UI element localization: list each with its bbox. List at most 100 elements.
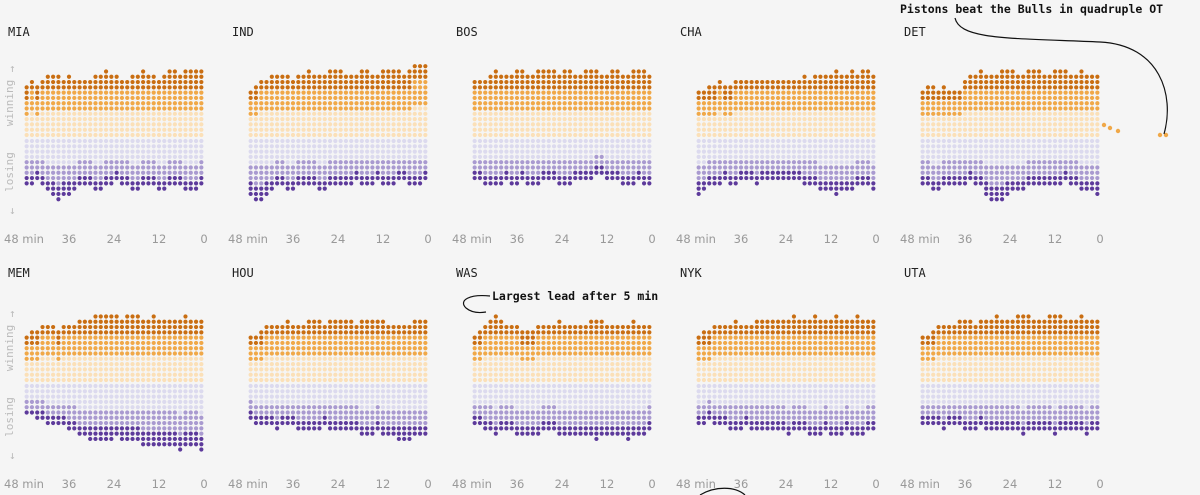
win-dot <box>765 85 770 90</box>
lose-dot <box>259 144 264 149</box>
win-dot <box>551 111 557 116</box>
win-dot <box>936 106 941 111</box>
win-dot <box>557 79 562 85</box>
lose-dot <box>333 426 338 431</box>
win-dot <box>493 90 498 95</box>
x-tick-label: 36 <box>62 232 77 246</box>
lose-dot <box>151 394 156 399</box>
win-dot <box>29 85 35 90</box>
win-dot <box>162 346 167 351</box>
win-dot <box>285 330 290 335</box>
win-dot <box>871 90 876 95</box>
win-dot <box>396 69 401 74</box>
win-dot <box>130 335 135 340</box>
lose-dot <box>119 399 125 404</box>
lose-dot <box>488 160 493 165</box>
lose-dot <box>72 415 77 420</box>
lose-dot <box>365 144 370 149</box>
lose-dot <box>813 181 818 186</box>
win-dot <box>578 101 583 106</box>
lose-dot <box>77 160 82 165</box>
win-dot <box>82 117 87 122</box>
win-dot <box>557 111 562 116</box>
win-dot <box>301 117 306 122</box>
win-dot <box>844 101 849 106</box>
lose-dot <box>301 160 306 165</box>
lose-dot <box>327 399 333 404</box>
win-dot <box>248 372 253 377</box>
win-dot <box>343 351 349 356</box>
win-dot <box>343 319 349 324</box>
lose-dot <box>1095 181 1100 186</box>
win-dot <box>56 79 61 85</box>
win-dot <box>333 95 338 101</box>
arrow-down-icon: ↓ <box>9 204 16 217</box>
win-dot <box>193 85 199 90</box>
win-dot <box>280 335 285 340</box>
lose-dot <box>327 144 333 149</box>
lose-dot <box>865 175 871 181</box>
win-dot <box>296 324 301 330</box>
lose-dot <box>45 415 50 420</box>
win-dot <box>141 74 146 79</box>
lose-dot <box>141 138 146 144</box>
lose-dot <box>146 394 151 399</box>
win-dot <box>327 106 333 111</box>
win-dot <box>483 79 488 85</box>
win-dot <box>1026 85 1031 90</box>
win-dot <box>786 127 791 132</box>
win-dot <box>417 122 423 127</box>
lose-dot <box>338 426 343 431</box>
win-dot <box>109 90 114 95</box>
win-dot <box>765 79 770 85</box>
win-dot <box>1047 79 1052 85</box>
lose-dot <box>119 181 125 186</box>
x-tick-label: 0 <box>424 232 431 246</box>
win-dot <box>562 106 567 111</box>
lose-dot <box>786 165 791 170</box>
lose-dot <box>402 149 407 154</box>
lose-dot <box>56 399 61 404</box>
lose-dot <box>546 165 551 170</box>
win-dot <box>98 340 103 346</box>
lose-dot <box>349 165 354 170</box>
lose-dot <box>615 160 620 165</box>
win-dot <box>641 79 647 85</box>
lose-dot <box>733 149 738 154</box>
lose-dot <box>525 160 530 165</box>
lose-dot <box>850 144 855 149</box>
win-dot <box>701 111 707 116</box>
win-dot <box>119 122 125 127</box>
lose-dot <box>296 399 301 404</box>
lose-dot <box>962 160 968 165</box>
lose-dot <box>301 415 306 420</box>
win-dot <box>509 90 514 95</box>
win-dot <box>865 85 871 90</box>
win-dot <box>1031 79 1036 85</box>
win-dot <box>391 127 396 132</box>
win-dot <box>477 85 483 90</box>
win-dot <box>871 117 876 122</box>
win-dot <box>359 319 364 324</box>
win-dot <box>88 319 93 324</box>
lose-dot <box>280 175 285 181</box>
lose-dot <box>338 383 343 389</box>
win-dot <box>301 95 306 101</box>
lose-dot <box>520 138 525 144</box>
lose-dot <box>610 175 615 181</box>
lose-dot <box>402 160 407 165</box>
win-dot <box>1026 95 1031 101</box>
win-dot <box>1084 111 1089 116</box>
win-dot <box>696 90 701 95</box>
lose-dot <box>88 389 93 394</box>
win-dot <box>1068 79 1073 85</box>
lose-dot <box>717 144 722 149</box>
lose-dot <box>573 170 578 175</box>
lose-dot <box>66 170 72 175</box>
win-dot <box>248 90 253 95</box>
win-dot <box>557 106 562 111</box>
lose-dot <box>296 138 301 144</box>
win-dot <box>417 346 423 351</box>
lose-dot <box>61 186 66 191</box>
win-dot <box>162 111 167 116</box>
